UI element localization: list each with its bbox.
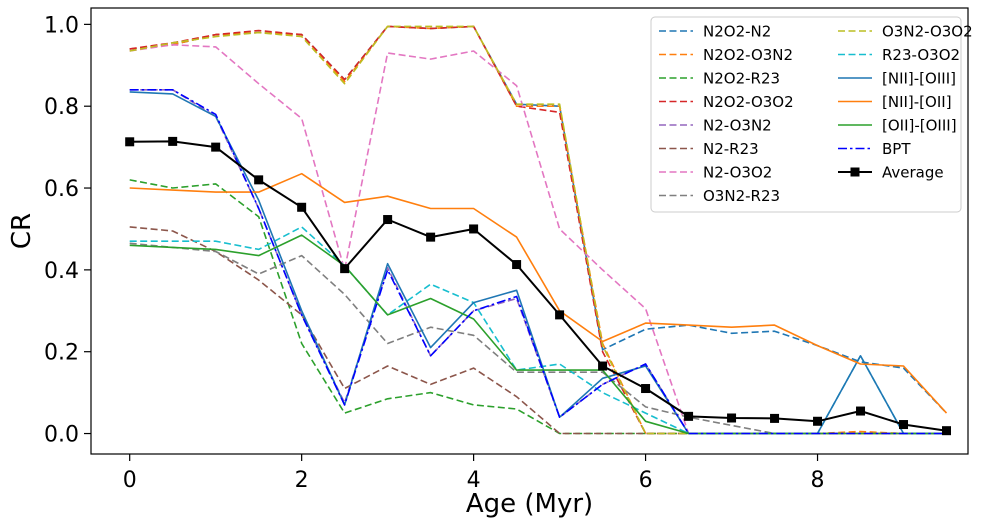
average-point <box>297 202 307 212</box>
average-point <box>211 142 221 152</box>
legend-label: N2-O3N2 <box>703 117 772 135</box>
y-tick-label: 0.6 <box>44 177 79 202</box>
legend-label: O3N2-O3O2 <box>882 23 973 41</box>
average-point <box>426 232 436 242</box>
x-tick-label: 0 <box>123 468 137 493</box>
legend-box <box>650 16 962 213</box>
legend-label: [OII]-[OIII] <box>882 117 957 135</box>
y-tick-label: 1.0 <box>44 13 79 38</box>
y-tick-label: 0.0 <box>44 423 79 448</box>
y-tick-label: 0.2 <box>44 341 79 366</box>
legend-label: [NII]-[OIII] <box>882 70 956 88</box>
legend-label: R23-O3O2 <box>882 46 960 64</box>
legend-label: Average <box>882 164 944 182</box>
series-line-oii-oiii <box>129 234 947 435</box>
average-point <box>641 384 651 394</box>
y-axis-label: CR <box>7 213 37 249</box>
series-layer <box>125 25 952 436</box>
legend-label: BPT <box>882 140 911 158</box>
y-tick-label: 0.4 <box>44 259 79 284</box>
average-point <box>942 426 952 436</box>
legend: N2O2-N2 N2O2-O3N2 N2O2-R23 N2O2-O3O2 N2-O3N2… <box>650 16 973 213</box>
average-point <box>125 137 135 147</box>
x-tick-label: 6 <box>639 468 653 493</box>
legend-label: N2-O3O2 <box>703 164 772 182</box>
legend-label: N2O2-N2 <box>703 23 771 41</box>
x-tick-label: 2 <box>295 468 309 493</box>
legend-label: O3N2-R23 <box>703 187 780 205</box>
average-point <box>340 264 350 274</box>
legend-label: N2-R23 <box>703 140 759 158</box>
legend-label: [NII]-[OII] <box>882 93 952 111</box>
x-axis-label: Age (Myr) <box>466 489 593 519</box>
legend-label: N2O2-R23 <box>703 70 780 88</box>
legend-marker <box>850 167 860 177</box>
x-tick-label: 4 <box>467 468 481 493</box>
average-point <box>684 411 694 421</box>
average-point <box>813 416 823 426</box>
series-line-average <box>129 140 947 432</box>
axes-frame <box>90 7 969 455</box>
legend-label: N2O2-O3N2 <box>703 46 793 64</box>
average-point <box>469 224 479 234</box>
y-tick-label: 0.8 <box>44 95 79 120</box>
average-point <box>512 260 522 270</box>
series-line-nii-oii <box>129 172 948 414</box>
average-point <box>899 420 909 430</box>
average-point <box>254 175 264 185</box>
average-point <box>555 310 565 320</box>
average-point <box>168 136 178 146</box>
average-point <box>383 215 393 225</box>
series-line-bpt <box>129 89 947 435</box>
average-point <box>727 413 737 423</box>
legend-label: N2O2-O3O2 <box>703 93 794 111</box>
tick-layer: 0 2 4 6 8 0.0 0.2 0.4 0.6 0.8 1.0 <box>44 13 825 493</box>
average-point <box>770 413 780 423</box>
average-point <box>856 406 866 416</box>
average-point <box>598 361 608 371</box>
x-tick-label: 8 <box>811 468 825 493</box>
